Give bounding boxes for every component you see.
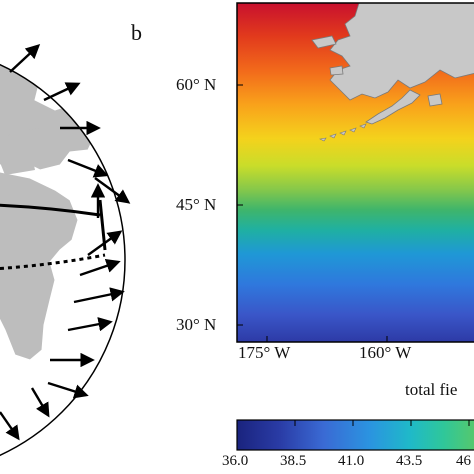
- globe-panel: [0, 44, 131, 457]
- meridian-line: [98, 199, 107, 251]
- colorbar-title: total fie: [405, 380, 458, 399]
- colorbar-ramp: [237, 420, 474, 450]
- iberia-landmass: [0, 145, 35, 175]
- lat-label-60n: 60° N: [176, 75, 217, 94]
- kodiak-island: [427, 93, 443, 107]
- colorbar-tick-label: 41.0: [338, 453, 365, 469]
- colorbar-tick-label: 38.5: [280, 453, 307, 469]
- st-lawrence-island: [311, 35, 337, 49]
- lat-label-30n: 30° N: [176, 315, 217, 334]
- aleutian-islands: [319, 123, 367, 142]
- colorbar-tick-label: 46: [456, 453, 471, 469]
- lat-label-45n: 45° N: [176, 195, 217, 214]
- map-frame: [236, 2, 474, 343]
- alaska-peninsula: [365, 89, 421, 125]
- colorbar-tick-label: 43.5: [396, 453, 423, 469]
- globe-outline: [0, 63, 126, 457]
- islands: [8, 116, 40, 140]
- nunivak-island: [329, 65, 344, 76]
- lon-label-160w: 160° W: [359, 343, 412, 362]
- panel-label-b: b: [131, 20, 142, 45]
- lon-label-175w: 175° W: [238, 343, 291, 362]
- axis-ticks: [237, 84, 388, 342]
- alaska-landmass: [329, 3, 474, 101]
- colorbar-tick-label: 36.0: [222, 453, 249, 469]
- colorbar-ticks: [236, 420, 470, 426]
- colorbar-frame: [236, 419, 474, 451]
- colorbar: [236, 419, 474, 451]
- field-arrows: [0, 44, 131, 441]
- map-panel: [236, 2, 474, 343]
- parallel-solid: [0, 202, 101, 217]
